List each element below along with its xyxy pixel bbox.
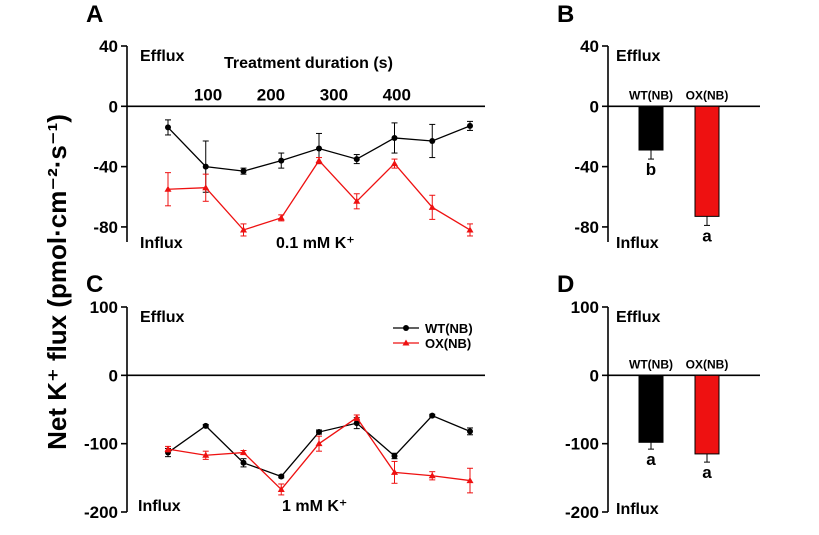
influx-label-b: Influx bbox=[616, 235, 659, 252]
significance-letter-b-1: a bbox=[702, 226, 712, 245]
y-tick-label-a-1: 0 bbox=[109, 97, 118, 116]
data-point-wt-c-3 bbox=[278, 473, 285, 480]
data-point-wt-a-7 bbox=[429, 137, 436, 144]
data-point-ox-a-5 bbox=[353, 197, 361, 204]
legend-marker-wt bbox=[403, 325, 409, 331]
y-tick-label-c-1: 0 bbox=[109, 366, 118, 385]
bar-category-label-b-1: OX(NB) bbox=[686, 88, 729, 102]
data-point-ox-c-7 bbox=[428, 472, 436, 479]
y-tick-label-c-3: -200 bbox=[84, 503, 118, 522]
efflux-label-d: Efflux bbox=[616, 309, 661, 326]
data-point-ox-c-1 bbox=[202, 451, 210, 458]
y-tick-label-b-0: 40 bbox=[580, 37, 599, 56]
data-point-wt-a-1 bbox=[202, 163, 209, 170]
data-point-ox-a-8 bbox=[466, 226, 474, 233]
panel-a: Efflux Influx Treatment duration (s) 0.1… bbox=[93, 37, 485, 252]
efflux-label-a: Efflux bbox=[140, 48, 185, 65]
panel-c: Efflux Influx 1 mM K⁺ 100 0 -100 -200 WT(NB… bbox=[84, 298, 485, 522]
data-point-wt-a-8 bbox=[467, 122, 473, 129]
efflux-label-b: Efflux bbox=[616, 48, 661, 65]
y-tick-label-d-0: 100 bbox=[571, 298, 599, 317]
data-point-wt-a-0 bbox=[165, 124, 171, 131]
annotation-c: 1 mM K⁺ bbox=[282, 498, 347, 515]
panel-letter-b: B bbox=[557, 1, 574, 28]
data-point-ox-c-0 bbox=[164, 445, 172, 452]
x-tick-label-3: 400 bbox=[383, 85, 411, 104]
data-point-ox-a-2 bbox=[240, 226, 247, 233]
data-point-ox-c-2 bbox=[240, 449, 247, 456]
efflux-label-c: Efflux bbox=[140, 309, 185, 326]
data-point-ox-a-6 bbox=[391, 160, 398, 167]
series-line-ox-c bbox=[167, 416, 471, 491]
y-tick-label-d-1: 0 bbox=[590, 366, 599, 385]
panel-letter-d: D bbox=[557, 271, 574, 298]
y-tick-label-a-2: -40 bbox=[93, 158, 118, 177]
data-point-wt-c-1 bbox=[202, 422, 209, 429]
y-tick-label-c-0: 100 bbox=[90, 298, 118, 317]
data-point-wt-c-6 bbox=[391, 452, 398, 459]
legend-label-ox: OX(NB) bbox=[425, 336, 471, 351]
significance-letter-b-0: b bbox=[646, 160, 656, 179]
x-tick-label-0: 100 bbox=[194, 85, 222, 104]
data-point-ox-a-4 bbox=[315, 157, 323, 164]
x-axis-label: Treatment duration (s) bbox=[224, 55, 393, 72]
y-tick-label-a-0: 40 bbox=[99, 37, 118, 56]
significance-letter-d-0: a bbox=[646, 450, 656, 469]
y-axis-label: Net K⁺ flux (pmol·cm⁻²·s⁻¹) bbox=[42, 114, 72, 450]
data-point-wt-c-5 bbox=[353, 420, 360, 427]
bar-d-1 bbox=[694, 374, 720, 455]
data-point-wt-a-5 bbox=[353, 156, 360, 163]
data-point-wt-c-7 bbox=[429, 412, 436, 419]
data-point-ox-c-4 bbox=[315, 440, 323, 447]
significance-letter-d-1: a bbox=[702, 463, 712, 482]
y-tick-label-b-1: 0 bbox=[590, 97, 599, 116]
bar-b-0 bbox=[638, 105, 664, 151]
panel-letter-c: C bbox=[86, 271, 103, 298]
bar-category-label-d-0: WT(NB) bbox=[629, 357, 673, 371]
data-point-wt-a-4 bbox=[316, 145, 322, 152]
data-point-ox-a-7 bbox=[428, 203, 436, 210]
annotation-a: 0.1 mM K⁺ bbox=[276, 235, 355, 252]
y-tick-label-d-3: -200 bbox=[565, 503, 599, 522]
bar-b-1 bbox=[694, 105, 720, 217]
data-point-ox-a-1 bbox=[202, 184, 210, 191]
panel-b: Efflux Influx 40 0 -40 -80 WT(NB) b OX(NB) a bbox=[574, 37, 760, 252]
data-point-wt-a-6 bbox=[391, 134, 398, 141]
bar-category-label-b-0: WT(NB) bbox=[629, 88, 673, 102]
data-point-wt-c-8 bbox=[467, 428, 473, 435]
legend-marker-ox bbox=[402, 339, 410, 346]
legend: WT(NB) OX(NB) bbox=[393, 321, 473, 351]
y-tick-label-b-3: -80 bbox=[574, 218, 599, 237]
y-tick-label-d-2: -100 bbox=[565, 435, 599, 454]
data-point-wt-a-3 bbox=[278, 157, 285, 164]
influx-label-d: Influx bbox=[616, 501, 659, 518]
series-line-ox-a bbox=[167, 159, 471, 231]
y-tick-label-a-3: -80 bbox=[93, 218, 118, 237]
data-point-ox-c-6 bbox=[391, 468, 398, 475]
legend-label-wt: WT(NB) bbox=[425, 321, 473, 336]
y-tick-label-b-2: -40 bbox=[574, 158, 599, 177]
data-point-wt-c-4 bbox=[316, 429, 322, 436]
data-point-ox-a-3 bbox=[277, 214, 285, 221]
panel-letter-a: A bbox=[86, 1, 103, 28]
bar-d-0 bbox=[638, 374, 664, 443]
data-point-ox-c-5 bbox=[353, 414, 361, 421]
bar-category-label-d-1: OX(NB) bbox=[686, 357, 729, 371]
x-tick-label-1: 200 bbox=[257, 85, 285, 104]
data-point-ox-c-3 bbox=[277, 485, 285, 492]
data-point-ox-c-8 bbox=[466, 477, 474, 484]
data-point-wt-c-2 bbox=[240, 459, 247, 466]
panel-d: Efflux Influx 100 0 -100 -200 WT(NB) a OX(NB) a bbox=[565, 298, 760, 522]
influx-label-c: Influx bbox=[138, 498, 181, 515]
y-tick-label-c-2: -100 bbox=[84, 435, 118, 454]
data-point-wt-a-2 bbox=[240, 168, 247, 175]
influx-label-a: Influx bbox=[140, 235, 183, 252]
x-tick-label-2: 300 bbox=[320, 85, 348, 104]
data-point-ox-a-0 bbox=[164, 185, 172, 192]
